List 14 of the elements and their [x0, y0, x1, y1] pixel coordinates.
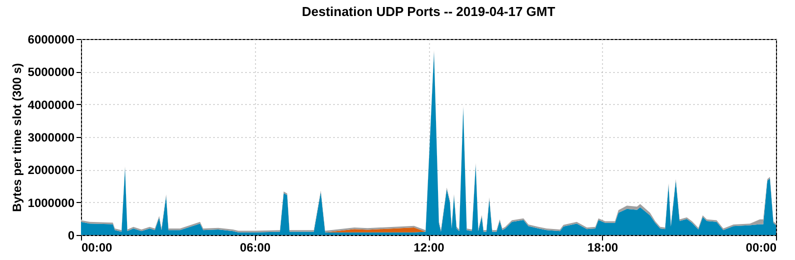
x-tick-label: 12:00 [414, 240, 445, 254]
x-tick-label: 00:00 [746, 240, 777, 254]
y-tick-label: 3000000 [28, 130, 75, 144]
y-axis-title: Bytes per time slot (300 s) [10, 63, 24, 212]
x-tick-label: 00:00 [82, 240, 113, 254]
y-tick-label: 5000000 [28, 65, 75, 80]
y-tick-label: 2000000 [28, 163, 75, 178]
chart-title: Destination UDP Ports -- 2019-04-17 GMT [302, 4, 556, 19]
x-tick-label: 06:00 [240, 240, 271, 254]
y-tick-label: 1000000 [28, 196, 75, 210]
x-tick-label: 18:00 [587, 240, 618, 254]
y-tick-label: 6000000 [28, 32, 75, 46]
y-tick-label: 4000000 [28, 98, 75, 112]
y-tick-label: 0 [68, 228, 75, 242]
